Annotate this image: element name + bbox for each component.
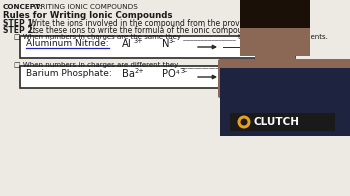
Text: 3+: 3+ [134,38,144,44]
Text: 4: 4 [176,70,180,75]
Bar [220,61,350,136]
Text: Al: Al [122,39,132,49]
Text: 3–: 3– [181,68,189,74]
Text: Ba: Ba [122,69,135,79]
Text: Use these ions to write the formula of the ionic compound.: Use these ions to write the formula of t… [27,26,255,35]
Text: Write the ions involved in the compound from the provided name.: Write the ions involved in the compound … [27,19,283,28]
Text: CONCEPT:: CONCEPT: [3,4,44,10]
Text: 3–: 3– [169,38,176,44]
Text: Barium Phosphate:: Barium Phosphate: [26,69,112,78]
Bar [230,113,335,131]
FancyBboxPatch shape [218,59,350,98]
Text: □ When numbers in charges are the same they _______________ to combine the eleme: □ When numbers in charges are the same t… [14,33,328,40]
Bar [220,68,350,136]
Bar [255,51,295,76]
Circle shape [240,119,247,125]
Text: PO: PO [162,69,176,79]
Text: STEP 2:: STEP 2: [3,26,36,35]
Text: □ When numbers in charges are different they _______________ to combine the elem: □ When numbers in charges are different … [14,61,325,68]
Text: CLUTCH: CLUTCH [254,117,300,127]
Bar [240,0,310,28]
Text: WRITING IONIC COMPOUNDS: WRITING IONIC COMPOUNDS [31,4,138,10]
Text: N: N [162,39,169,49]
Bar [20,36,295,58]
Text: Rules for Writing Ionic Compounds: Rules for Writing Ionic Compounds [3,11,173,20]
Text: STEP 1:: STEP 1: [3,19,36,28]
Bar [20,66,295,88]
Text: 2+: 2+ [135,68,145,74]
Circle shape [238,115,251,129]
Bar [240,1,310,56]
Text: Aluminum Nitride:: Aluminum Nitride: [26,39,108,48]
